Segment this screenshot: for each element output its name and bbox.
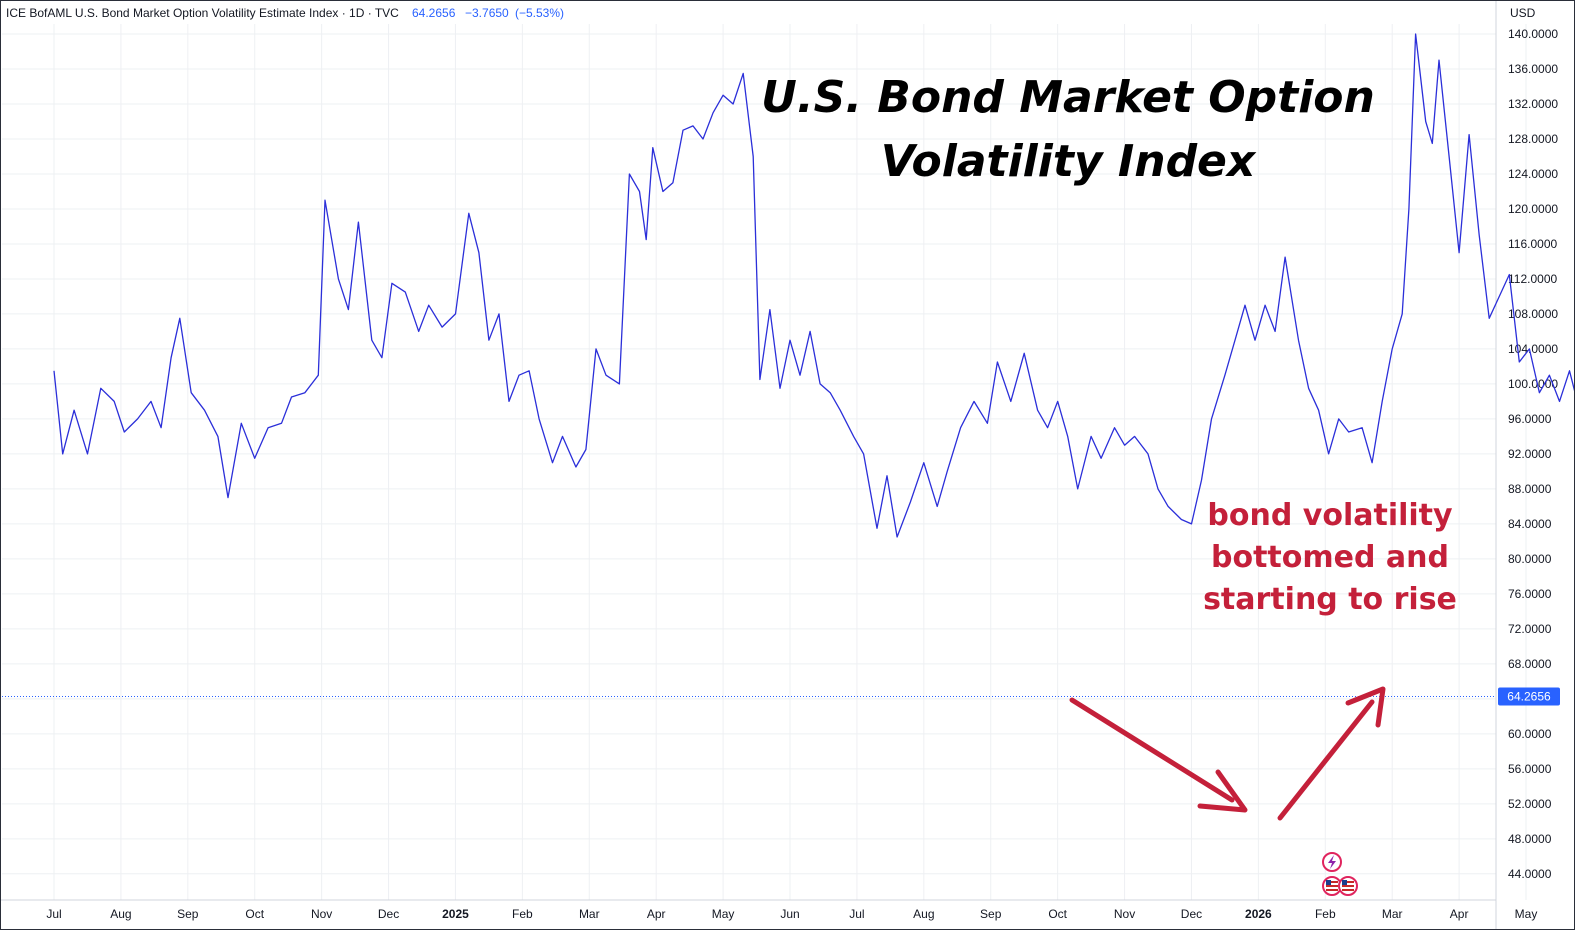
chart-header-last: 64.2656: [412, 6, 456, 20]
x-tick-label: Dec: [1181, 907, 1202, 921]
x-tick-label: Jul: [46, 907, 61, 921]
chart-header-change: −3.7650: [465, 6, 509, 20]
x-tick-label: Jun: [780, 907, 799, 921]
x-tick-label: Aug: [110, 907, 131, 921]
x-tick-label: Mar: [1382, 907, 1403, 921]
x-tick-label: Sep: [980, 907, 1002, 921]
lightning-icon[interactable]: [1322, 852, 1342, 872]
x-tick-label: Jul: [849, 907, 864, 921]
x-tick-label: 2025: [442, 907, 469, 921]
us-flag-icon[interactable]: [1322, 876, 1358, 896]
chart-grid: [0, 0, 1527, 930]
y-tick-label: 72.0000: [1508, 622, 1552, 636]
x-tick-label: 2026: [1245, 907, 1272, 921]
x-tick-label: Dec: [378, 907, 399, 921]
chart-title-line-1: U.S. Bond Market Option: [761, 72, 1375, 123]
y-tick-label: 56.0000: [1508, 762, 1552, 776]
x-tick-label: Oct: [1048, 907, 1067, 921]
x-tick-label: Apr: [1450, 907, 1469, 921]
y-tick-label: 76.0000: [1508, 587, 1552, 601]
y-tick-label: 48.0000: [1508, 832, 1552, 846]
x-tick-label: Mar: [579, 907, 600, 921]
y-tick-label: 84.0000: [1508, 517, 1552, 531]
x-tick-label: Aug: [913, 907, 934, 921]
y-tick-label: 68.0000: [1508, 657, 1552, 671]
currency-label[interactable]: USD: [1510, 6, 1536, 20]
up-arrow-icon: [1277, 686, 1386, 821]
down-arrow-icon: [1069, 697, 1248, 813]
y-tick-label: 104.0000: [1508, 342, 1558, 356]
chart-title-line-2: Volatility Index: [881, 136, 1257, 187]
x-axis: Jul Aug Sep Oct Nov Dec 2025 Feb Mar Apr May Jun Jul…: [46, 907, 1537, 921]
y-tick-label: 136.0000: [1508, 62, 1558, 76]
y-tick-label: 80.0000: [1508, 552, 1552, 566]
y-tick-label: 60.0000: [1508, 727, 1552, 741]
x-tick-label: Nov: [1114, 907, 1135, 921]
y-tick-label: 44.0000: [1508, 867, 1552, 881]
y-tick-label: 120.0000: [1508, 202, 1558, 216]
y-tick-label: 124.0000: [1508, 167, 1558, 181]
y-tick-label: 140.0000: [1508, 27, 1558, 41]
x-tick-label: May: [712, 907, 735, 921]
chart-header-change-pct: (−5.53%): [515, 6, 564, 20]
x-tick-label: Sep: [177, 907, 199, 921]
y-tick-label: 128.0000: [1508, 132, 1558, 146]
annotation-note-line-3: starting to rise: [1203, 582, 1457, 617]
y-tick-label: 88.0000: [1508, 482, 1552, 496]
series-layer: [2, 33, 1575, 698]
y-tick-label: 108.0000: [1508, 307, 1558, 321]
x-tick-label: Feb: [1315, 907, 1336, 921]
y-tick-label: 96.0000: [1508, 412, 1552, 426]
annotation-note-line-1: bond volatility: [1207, 498, 1453, 533]
x-tick-label: Nov: [311, 907, 332, 921]
last-price-tag-value: 64.2656: [1507, 690, 1551, 704]
y-tick-label: 92.0000: [1508, 447, 1552, 461]
y-tick-label: 132.0000: [1508, 97, 1558, 111]
x-tick-label: May: [1515, 907, 1538, 921]
chart-header-symbol[interactable]: ICE BofAML U.S. Bond Market Option Volat…: [6, 6, 399, 20]
y-tick-label: 52.0000: [1508, 797, 1552, 811]
last-price-tag[interactable]: 64.2656: [1498, 687, 1560, 706]
x-tick-label: Feb: [512, 907, 533, 921]
series-line: [53, 33, 1575, 538]
x-tick-label: Oct: [245, 907, 264, 921]
y-axis: 44.000048.000052.000056.000060.000064.00…: [1508, 27, 1558, 881]
y-tick-label: 112.0000: [1508, 272, 1557, 286]
annotation-note-line-2: bottomed and: [1211, 540, 1449, 575]
y-tick-label: 116.0000: [1508, 237, 1557, 251]
x-tick-label: Apr: [647, 907, 666, 921]
